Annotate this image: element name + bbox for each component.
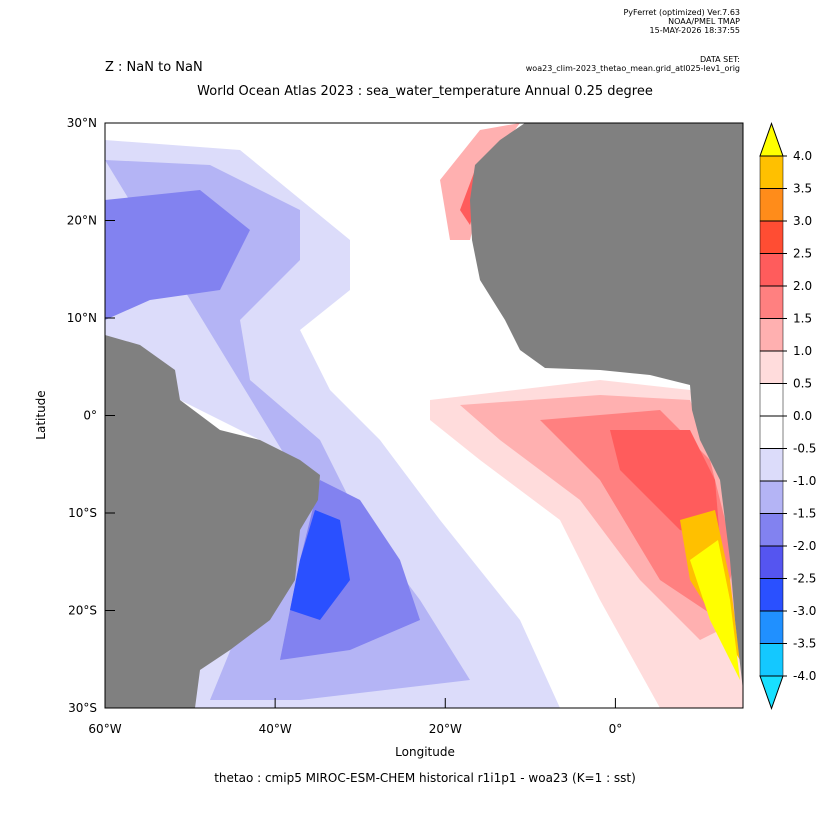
colorbar-box	[759, 253, 784, 287]
anomaly-region	[690, 540, 740, 680]
colorbar-label: -3.0	[793, 604, 816, 618]
colorbar-label: -0.5	[793, 442, 816, 456]
y-tick-label: 0°	[83, 409, 97, 423]
dataset-label: DATA SET:	[700, 55, 740, 64]
colorbar-over	[759, 122, 784, 157]
x-tick-label: 20°W	[429, 722, 462, 736]
y-tick-label: 10°N	[67, 311, 97, 325]
colorbar-box	[759, 155, 784, 189]
anomaly-region	[105, 190, 250, 320]
south-america	[105, 335, 320, 708]
colorbar-label: 0.0	[793, 409, 812, 423]
colorbar-box	[759, 318, 784, 352]
anomaly-region	[290, 510, 350, 620]
x-tick-label: 0°	[609, 722, 623, 736]
y-tick-label: 20°S	[68, 604, 97, 618]
colorbar-box	[759, 643, 784, 677]
colorbar-label: 1.5	[793, 312, 812, 326]
colorbar-box	[759, 513, 784, 547]
colorbar-under	[759, 675, 784, 710]
colorbar-label: -3.5	[793, 637, 816, 651]
organization: NOAA/PMEL TMAP	[668, 17, 740, 26]
colorbar-label: 3.5	[793, 182, 812, 196]
caption: thetao : cmip5 MIROC-ESM-CHEM historical…	[214, 771, 636, 785]
map-field	[104, 122, 744, 709]
colorbar-box	[759, 220, 784, 254]
x-axis-label: Longitude	[395, 745, 455, 759]
colorbar-label: -1.0	[793, 474, 816, 488]
y-tick-label: 10°S	[68, 506, 97, 520]
x-tick-label: 40°W	[259, 722, 292, 736]
colorbar-label: 2.5	[793, 247, 812, 261]
colorbar-label: -1.5	[793, 507, 816, 521]
anomaly-region	[610, 430, 720, 540]
colorbar-box	[759, 188, 784, 222]
colorbar-box	[759, 415, 784, 449]
colorbar-label: 2.0	[793, 279, 812, 293]
colorbar-box	[759, 448, 784, 482]
colorbar-box	[759, 480, 784, 514]
colorbar-label: 3.0	[793, 214, 812, 228]
colorbar-box	[759, 545, 784, 579]
colorbar-label: 4.0	[793, 149, 812, 163]
y-tick-label: 30°S	[68, 701, 97, 715]
colorbar-label: 1.0	[793, 344, 812, 358]
colorbar-label: -2.0	[793, 539, 816, 553]
colorbar-box	[759, 610, 784, 644]
colorbar-label: -4.0	[793, 669, 816, 683]
colorbar-label: 0.5	[793, 377, 812, 391]
y-tick-label: 30°N	[67, 116, 97, 130]
x-tick-label: 60°W	[88, 722, 121, 736]
colorbar-box	[759, 578, 784, 612]
dataset: woa23_clim-2023_thetao_mean.grid_atl025-…	[526, 64, 740, 73]
colorbar-box	[759, 285, 784, 319]
colorbar-box	[759, 350, 784, 384]
software: PyFerret (optimized) Ver.7.63	[623, 8, 740, 17]
title: World Ocean Atlas 2023 : sea_water_tempe…	[197, 84, 653, 99]
y-tick-label: 20°N	[67, 214, 97, 228]
y-axis-label: Latitude	[34, 390, 48, 439]
timestamp: 15-MAY-2026 18:37:55	[650, 26, 740, 35]
africa	[470, 123, 743, 690]
z-range: Z : NaN to NaN	[105, 60, 203, 75]
colorbar-label: -2.5	[793, 572, 816, 586]
colorbar-box	[759, 383, 784, 417]
